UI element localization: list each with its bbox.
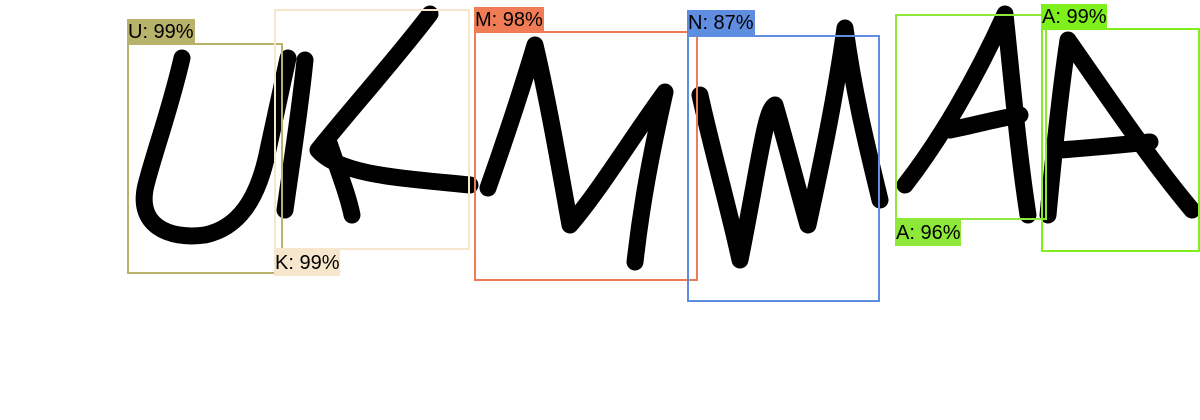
bounding-box-a-1: [895, 14, 1047, 220]
stroke-letter-n: [691, 19, 889, 269]
bounding-box-m: [474, 31, 698, 281]
stroke-letter-m: [479, 36, 674, 271]
stroke-letter-k-stem: [276, 51, 314, 219]
bounding-box-u: [127, 43, 283, 274]
detection-label-k: K: 99%: [274, 250, 341, 276]
bounding-box-a-2: [1041, 28, 1200, 252]
detection-label-a-1: A: 96%: [895, 220, 962, 246]
detection-label-n: N: 87%: [687, 10, 755, 36]
detection-label-a-2: A: 99%: [1041, 4, 1108, 30]
bounding-box-n: [687, 35, 880, 302]
stroke-letter-k-arms: [309, 5, 479, 194]
detection-label-u: U: 99%: [127, 19, 195, 45]
stroke-letter-k-leg: [319, 131, 361, 224]
stroke-letter-u: [135, 49, 297, 245]
bounding-box-k: [274, 9, 470, 250]
detection-label-m: M: 98%: [474, 7, 544, 33]
stroke-letter-a-right: [1039, 31, 1200, 224]
